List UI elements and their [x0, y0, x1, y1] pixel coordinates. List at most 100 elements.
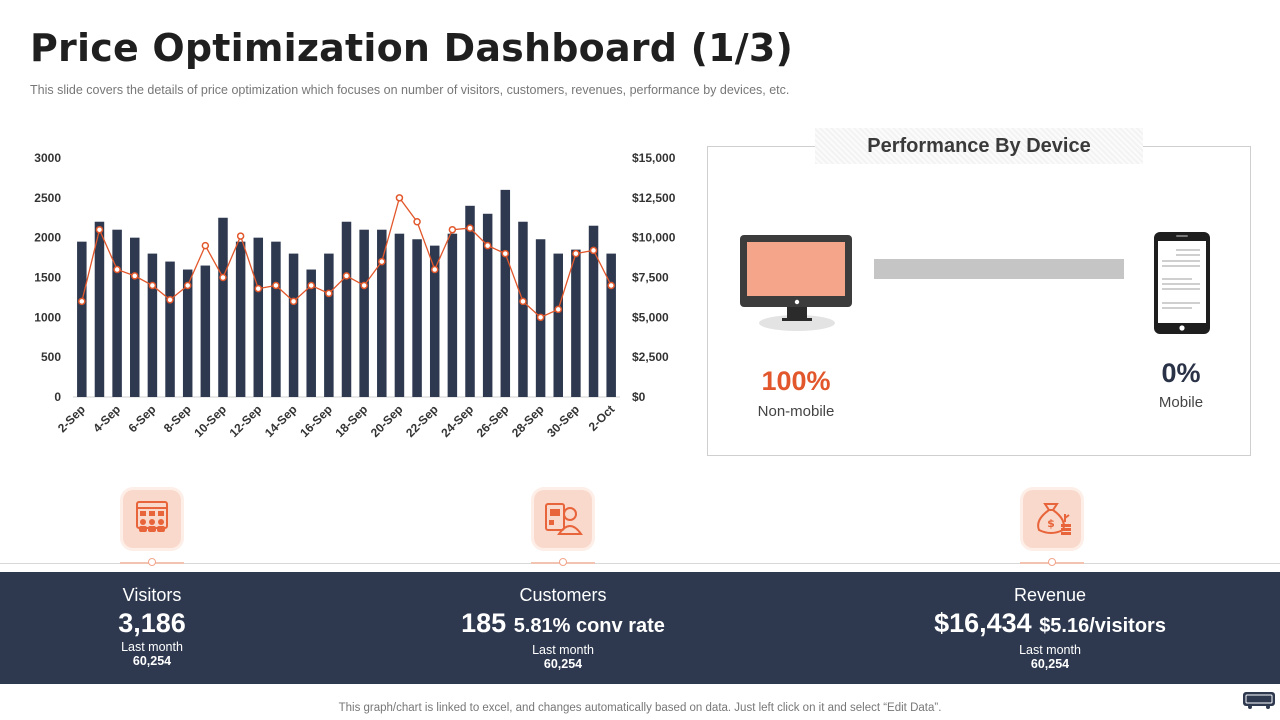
kpi-value: $16,434 $5.16/visitors [934, 608, 1166, 638]
money-bag-icon: $ [1023, 490, 1081, 548]
y-left-tick-label: 3000 [34, 151, 61, 165]
revenue-point [536, 313, 545, 322]
y-right-tick-label: $0 [632, 390, 646, 404]
y-left-tick-label: 2500 [34, 191, 61, 205]
kpi-value: 185 5.81% conv rate [461, 608, 665, 638]
y-left-tick-label: 0 [54, 390, 61, 404]
presentation-icon[interactable] [1242, 690, 1276, 710]
visitors-bar [235, 241, 246, 397]
visitors-bar [500, 189, 511, 397]
y-left-tick-label: 2000 [34, 231, 61, 245]
kpi-label: Customers [519, 585, 607, 605]
revenue-point [236, 232, 245, 240]
x-tick-label: 10-Sep [191, 402, 229, 440]
revenue-point [607, 281, 615, 290]
x-tick-label: 8-Sep [161, 402, 194, 435]
x-tick-label: 2-Oct [586, 402, 618, 434]
y-right-tick-label: $10,000 [632, 231, 676, 245]
device-panel-title: Performance By Device [815, 128, 1143, 164]
visitors-bar [112, 229, 122, 397]
kpi-value: 3,186 [118, 608, 186, 638]
revenue-point [430, 265, 439, 274]
visitors-bar [465, 205, 475, 397]
kpi-sub-value: 60,254 [543, 657, 583, 671]
visitors-revenue-chart[interactable]: 0 500 1000 1500 2000 2500 3000 $0 $2,500 $5,000 $7… [0, 0, 700, 460]
device-share-bar [874, 259, 1124, 279]
revenue-point [219, 273, 227, 282]
visitors-bar [606, 253, 616, 397]
revenue-point [483, 241, 492, 250]
revenue-point [254, 284, 263, 293]
kpi-divider [0, 563, 1280, 564]
visitors-bar [447, 233, 458, 397]
visitors-bar [182, 269, 193, 397]
visitors-bar [429, 245, 440, 397]
x-tick-label: 22-Sep [403, 402, 441, 440]
kpi-marker [148, 558, 156, 566]
kpi-label: Visitors [122, 585, 182, 605]
y-right-tick-label: $12,500 [632, 191, 676, 205]
revenue-point [448, 225, 457, 234]
x-tick-label: 18-Sep [333, 402, 371, 440]
kpi-extra: 5.81% conv rate [513, 615, 665, 637]
revenue-point [466, 224, 474, 232]
mobile-label: Mobile [1158, 394, 1204, 411]
visitors-bar [271, 241, 281, 397]
kpi-marker [1048, 558, 1056, 566]
footer-note: This graph/chart is linked to excel, and… [338, 702, 942, 714]
revenue-point [201, 241, 210, 250]
svg-text:$: $ [1047, 517, 1055, 530]
revenue-point [325, 289, 333, 298]
visitors-bar [553, 253, 563, 397]
revenue-point [501, 249, 510, 258]
non-mobile-label: Non-mobile [757, 403, 835, 420]
visitors-bar [482, 213, 493, 397]
revenue-point [307, 281, 315, 290]
kpi-sub-label: Last month [532, 643, 594, 657]
visitors-bar [377, 229, 387, 397]
x-tick-label: 4-Sep [90, 402, 123, 435]
kpi-sub-label: Last month [121, 640, 183, 654]
revenue-point [519, 297, 527, 306]
revenue-point [95, 225, 104, 234]
visitors-bar [412, 239, 422, 397]
visitors-bar [324, 253, 334, 397]
visitors-bar [165, 261, 175, 397]
revenue-point [148, 281, 157, 290]
visitors-bar [341, 221, 352, 397]
page-subtitle: This slide covers the details of price o… [30, 83, 790, 97]
y-left-tick-label: 1000 [34, 310, 61, 324]
visitors-bar [306, 269, 316, 397]
revenue-point [554, 305, 562, 314]
revenue-point [113, 265, 121, 274]
desktop-icon [740, 235, 852, 331]
visitors-bar [147, 253, 158, 397]
revenue-point [395, 194, 404, 202]
kpi-label: Revenue [1013, 585, 1087, 605]
visitors-bar [94, 221, 105, 397]
kpi-sub-value: 60,254 [132, 654, 172, 668]
visitors-bar [253, 237, 264, 397]
kpi-visitors: Visitors 3,186 Last month 60,254 [2, 585, 302, 668]
revenue-point [360, 281, 368, 290]
x-tick-label: 26-Sep [474, 402, 512, 440]
x-tick-label: 2-Sep [55, 402, 88, 435]
revenue-point [589, 246, 598, 255]
revenue-point [78, 297, 86, 306]
revenue-point [289, 297, 298, 306]
revenue-point [272, 281, 280, 290]
kpi-marker [559, 558, 567, 566]
visitors-bar [288, 253, 299, 397]
kpi-band [0, 572, 1280, 684]
page-title: Price Optimization Dashboard (1/3) [30, 26, 794, 70]
y-right-tick-label: $15,000 [632, 151, 676, 165]
kpi-revenue: Revenue $16,434 $5.16/visitors Last mont… [900, 585, 1200, 671]
revenue-point [166, 296, 174, 304]
revenue-point [572, 249, 580, 258]
visitors-bar [218, 217, 228, 397]
kpi-sub-value: 60,254 [1030, 657, 1070, 671]
kpi-sub-label: Last month [1019, 643, 1081, 657]
revenue-point [413, 217, 421, 226]
non-mobile-percent: 100% [761, 366, 831, 396]
visitors-bar [130, 237, 140, 397]
